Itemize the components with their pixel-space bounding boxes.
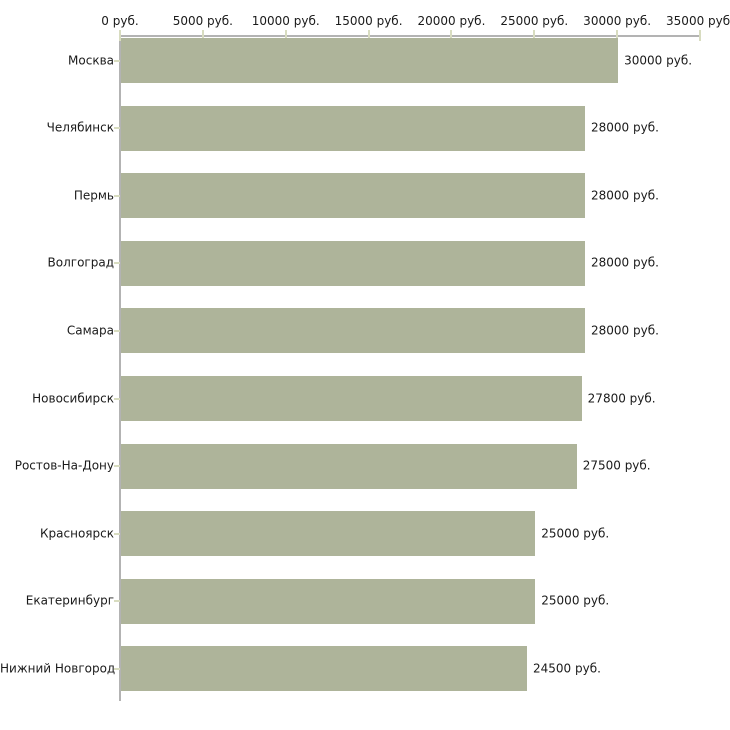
category-tick <box>114 465 120 468</box>
category-tick <box>114 600 120 603</box>
category-tick <box>114 532 120 535</box>
category-label: Москва <box>68 53 114 67</box>
bar <box>121 308 585 354</box>
category-tick <box>114 194 120 197</box>
bar <box>121 38 619 83</box>
value-label: 27800 руб. <box>587 391 656 405</box>
x-tick-label: 5000 руб. <box>172 14 233 28</box>
category-tick <box>114 59 120 62</box>
bar <box>121 443 577 489</box>
value-label: 30000 руб. <box>624 53 693 67</box>
y-axis-line <box>119 35 121 701</box>
bar <box>121 173 585 219</box>
category-label: Новосибирск <box>32 391 114 405</box>
x-tick-mark <box>616 30 619 41</box>
category-tick <box>114 667 120 670</box>
value-label: 25000 руб. <box>541 593 610 608</box>
value-label: 25000 руб. <box>541 526 610 541</box>
x-tick-label: 30000 руб. <box>583 14 652 28</box>
value-label: 28000 руб. <box>591 323 659 338</box>
bar <box>121 646 527 692</box>
category-label: Самара <box>66 323 114 338</box>
bar <box>121 578 536 624</box>
x-tick-mark <box>450 30 453 41</box>
x-tick-label: 35000 руб. <box>666 14 730 28</box>
bar <box>121 376 582 421</box>
x-tick-label: 25000 руб. <box>500 14 569 28</box>
category-tick <box>114 127 120 130</box>
x-tick-label: 0 руб. <box>101 14 139 28</box>
x-tick-mark <box>533 30 536 41</box>
category-tick <box>114 397 120 400</box>
category-label: Нижний Новгород <box>0 661 116 676</box>
x-axis-line <box>120 35 701 37</box>
x-tick-mark <box>699 30 701 41</box>
bar <box>121 105 585 151</box>
bar <box>121 511 536 557</box>
category-label: Красноярск <box>40 526 114 541</box>
value-label: 27500 руб. <box>582 458 651 473</box>
x-tick-label: 20000 руб. <box>417 14 486 28</box>
value-label: 28000 руб. <box>591 188 659 203</box>
value-label: 28000 руб. <box>591 120 659 135</box>
x-tick-mark <box>119 30 121 41</box>
category-tick <box>114 329 120 332</box>
category-label: Волгоград <box>47 255 114 270</box>
bar <box>121 240 585 286</box>
value-label: 24500 руб. <box>533 661 601 676</box>
x-tick-mark <box>367 30 370 41</box>
x-tick-mark <box>284 30 287 41</box>
category-label: Ростов-На-Дону <box>14 458 114 473</box>
x-tick-label: 10000 руб. <box>251 14 320 28</box>
value-label: 28000 руб. <box>591 255 659 270</box>
category-tick <box>114 262 120 265</box>
category-label: Екатеринбург <box>25 593 114 608</box>
x-tick-label: 15000 руб. <box>334 14 403 28</box>
category-label: Пермь <box>73 188 114 203</box>
category-label: Челябинск <box>46 120 114 135</box>
x-tick-mark <box>201 30 204 41</box>
